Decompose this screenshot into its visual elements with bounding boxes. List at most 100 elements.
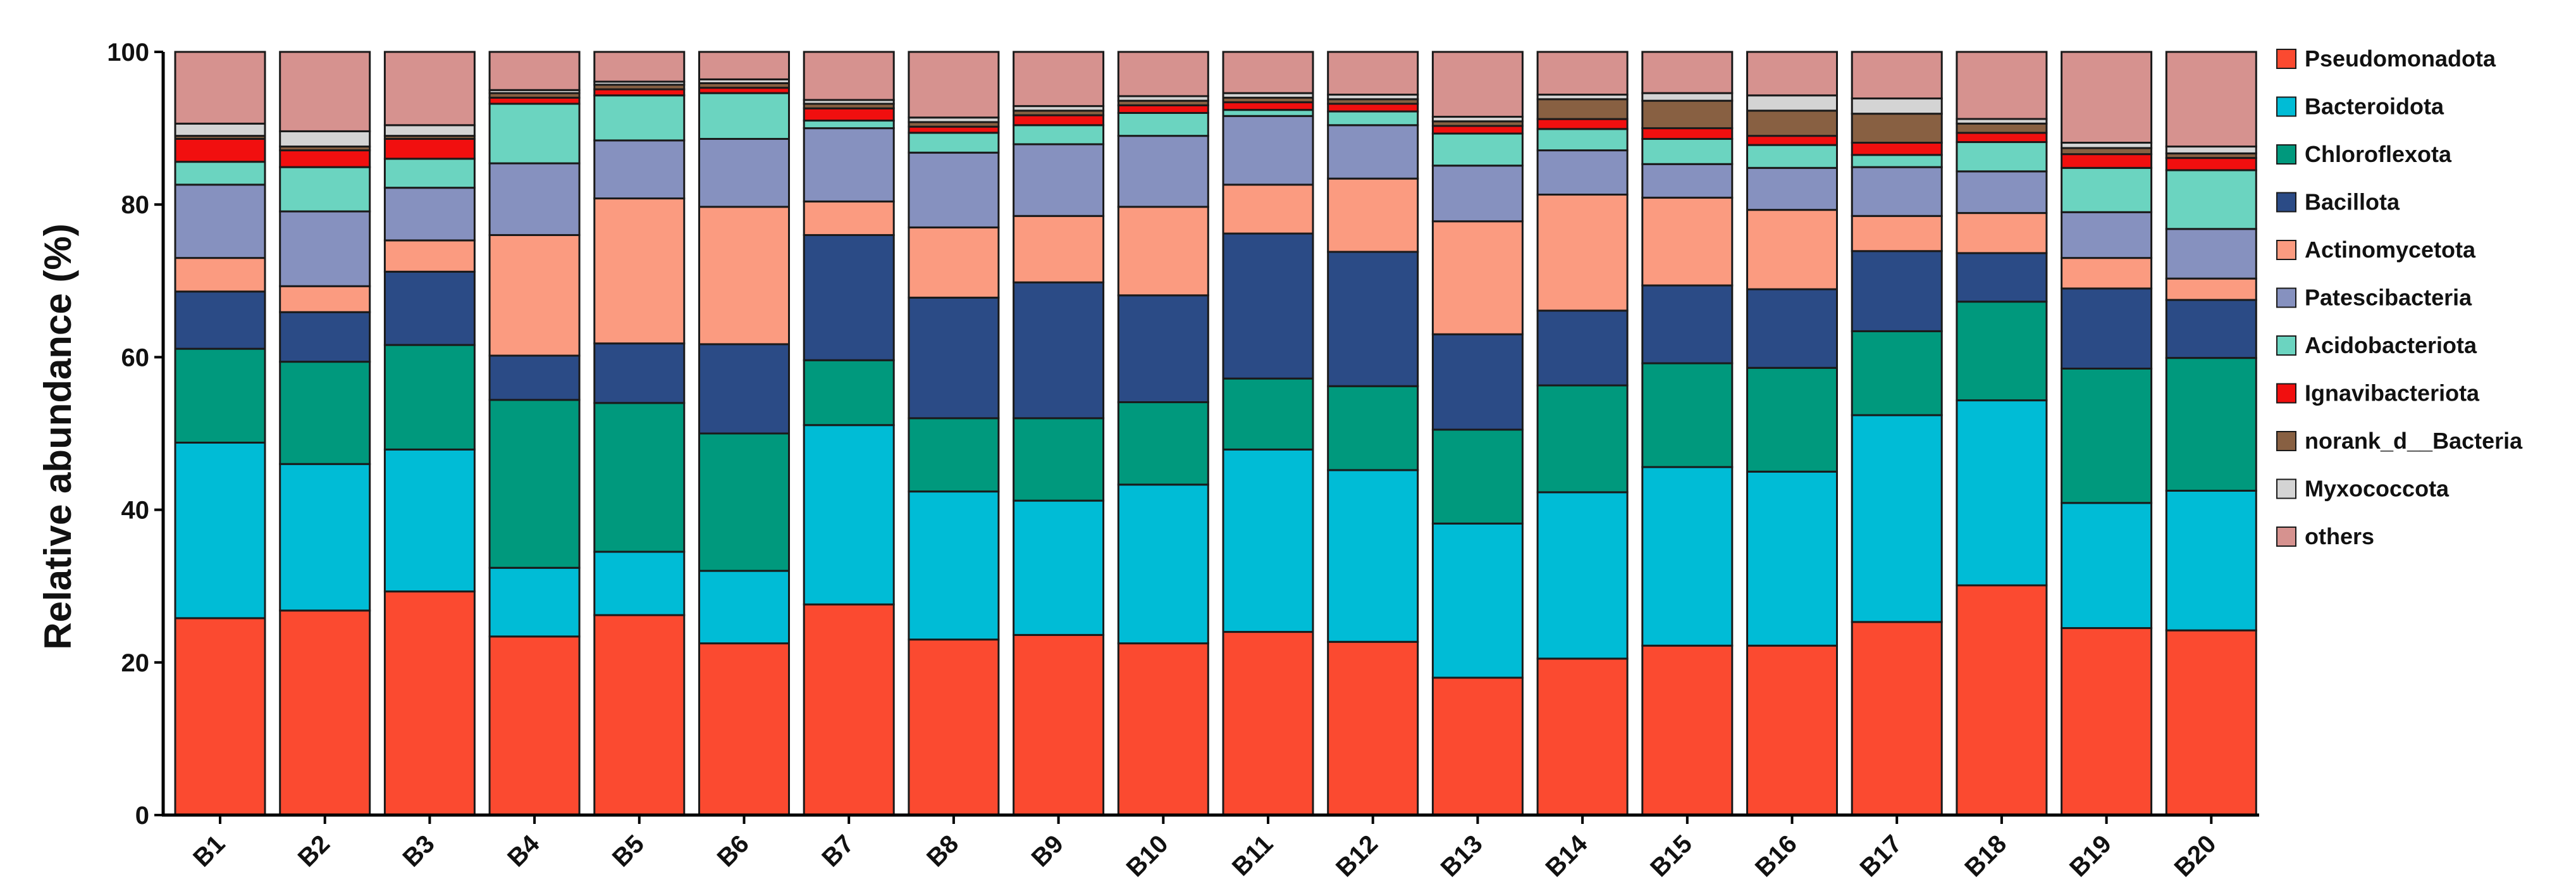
axes-group <box>161 52 2259 817</box>
bar-segment-b8-acidobacteriota <box>908 132 1000 154</box>
bar-segment-b11-patescibacteria <box>1222 115 1314 186</box>
y-tick-label: 80 <box>121 191 150 219</box>
bar-segment-b10-pseudomonadota <box>1117 642 1209 816</box>
legend-label: Chloroflexota <box>2305 141 2452 167</box>
bar-segment-b4-others <box>488 51 581 91</box>
bar-segment-b12-patescibacteria <box>1327 124 1419 180</box>
x-tick-label-b10: B10 <box>1121 830 1174 882</box>
bar-segment-b7-patescibacteria <box>803 127 895 202</box>
bar-segment-b2-bacillota <box>279 311 371 363</box>
legend-swatch-myxococcota <box>2276 478 2296 499</box>
bar-segment-b20-acidobacteriota <box>2165 169 2257 230</box>
bar-segment-b11-pseudomonadota <box>1222 631 1314 816</box>
bar-segment-b8-bacteroidota <box>908 490 1000 641</box>
bar-segment-b5-bacillota <box>593 342 686 404</box>
bar-segment-b2-bacteroidota <box>279 463 371 612</box>
bar-segment-b14-norank-d-bacteria <box>1536 98 1629 120</box>
x-tick-label-b5: B5 <box>607 830 650 872</box>
legend-swatch-norank-d-bacteria <box>2276 431 2296 451</box>
bar-segment-b18-others <box>1956 51 2048 120</box>
bar-segment-b19-acidobacteriota <box>2061 166 2153 213</box>
bar-segment-b11-ignavibacteriota <box>1222 101 1314 111</box>
bar-segment-b7-ignavibacteriota <box>803 107 895 122</box>
bar-segment-b9-pseudomonadota <box>1013 633 1105 816</box>
x-tick-label-b8: B8 <box>921 830 964 872</box>
bar-segment-b3-bacteroidota <box>383 448 476 593</box>
bar-segment-b10-bacillota <box>1117 294 1209 404</box>
legend-label: norank_d__Bacteria <box>2305 428 2523 454</box>
x-tick-label-b18: B18 <box>1959 830 2012 882</box>
bar-segment-b17-pseudomonadota <box>1851 621 1943 816</box>
bar-segment-b3-acidobacteriota <box>383 158 476 189</box>
bar-segment-b2-myxococcota <box>279 130 371 148</box>
bar-segment-b14-patescibacteria <box>1536 149 1629 196</box>
bar-segment-b13-ignavibacteriota <box>1431 125 1524 135</box>
bar-segment-b15-patescibacteria <box>1641 163 1734 199</box>
legend-label: Myxococcota <box>2305 476 2450 502</box>
bar-segment-b19-chloroflexota <box>2061 367 2153 504</box>
x-tick-label-b13: B13 <box>1436 830 1488 882</box>
bar-segment-b18-actinomycetota <box>1956 212 2048 254</box>
bar-segment-b19-actinomycetota <box>2061 257 2153 290</box>
bar-segment-b4-chloroflexota <box>488 399 581 569</box>
bar-segment-b6-patescibacteria <box>698 137 790 208</box>
bar-segment-b10-others <box>1117 51 1209 97</box>
bar-segment-b16-norank-d-bacteria <box>1746 109 1838 137</box>
bar-segment-b6-acidobacteriota <box>698 92 790 140</box>
x-tick-label-b19: B19 <box>2064 830 2117 882</box>
bar-segment-b11-others <box>1222 51 1314 94</box>
bar-segment-b10-acidobacteriota <box>1117 111 1209 137</box>
x-ticks-group: B1 B2 B3 B4 B5 B6 B7 B8 B9 B10 B11 B12 B13 B14 B15 B16 B… <box>188 815 2222 882</box>
x-tick-label-b12: B12 <box>1331 830 1383 882</box>
bar-segment-b19-patescibacteria <box>2061 211 2153 259</box>
bar-segment-b5-chloroflexota <box>593 402 686 553</box>
bar-segment-b17-myxococcota <box>1851 97 1943 115</box>
bar-segment-b2-actinomycetota <box>279 285 371 313</box>
bar-segment-b16-ignavibacteriota <box>1746 135 1838 146</box>
bar-segment-b18-chloroflexota <box>1956 301 2048 402</box>
bar-segment-b19-bacteroidota <box>2061 502 2153 630</box>
bar-segment-b2-ignavibacteriota <box>279 149 371 168</box>
legend-label: Acidobacteriota <box>2305 332 2477 358</box>
legend-label: Bacillota <box>2305 189 2400 215</box>
bar-segment-b1-patescibacteria <box>174 184 266 259</box>
bar-segment-b2-others <box>279 51 371 132</box>
bar-segment-b13-bacteroidota <box>1431 522 1524 679</box>
x-tick-label-b16: B16 <box>1750 830 1803 882</box>
bar-segment-b15-others <box>1641 51 1734 94</box>
bar-segment-b4-actinomycetota <box>488 234 581 357</box>
bar-segment-b1-actinomycetota <box>174 257 266 293</box>
legend-swatch-actinomycetota <box>2276 240 2296 260</box>
x-tick-label-b7: B7 <box>817 830 859 872</box>
bar-segment-b13-actinomycetota <box>1431 220 1524 335</box>
legend: Pseudomonadota Bacteroidota Chloroflexota B… <box>2276 46 2523 549</box>
bar-segment-b12-actinomycetota <box>1327 177 1419 253</box>
bar-segment-b4-bacteroidota <box>488 566 581 638</box>
bar-segment-b5-patescibacteria <box>593 139 686 200</box>
bar-segment-b14-ignavibacteriota <box>1536 118 1629 130</box>
bar-segment-b7-acidobacteriota <box>803 120 895 130</box>
bar-segment-b6-chloroflexota <box>698 432 790 572</box>
bar-segment-b3-pseudomonadota <box>383 590 476 816</box>
bar-segment-b2-pseudomonadota <box>279 609 371 816</box>
y-tick-label: 60 <box>121 344 150 371</box>
bar-segment-b12-others <box>1327 51 1419 96</box>
bar-segment-b5-pseudomonadota <box>593 614 686 816</box>
bar-segment-b6-bacteroidota <box>698 570 790 645</box>
bar-segment-b9-bacillota <box>1013 281 1105 420</box>
bar-segment-b4-pseudomonadota <box>488 635 581 816</box>
bar-segment-b10-bacteroidota <box>1117 483 1209 645</box>
legend-label: Patescibacteria <box>2305 285 2472 311</box>
legend-swatch-others <box>2276 526 2296 547</box>
bar-segment-b10-ignavibacteriota <box>1117 104 1209 114</box>
legend-label: Bacteroidota <box>2305 94 2444 120</box>
bar-segment-b2-acidobacteriota <box>279 166 371 213</box>
x-tick-label-b15: B15 <box>1645 830 1698 882</box>
bar-segment-b13-patescibacteria <box>1431 165 1524 223</box>
bar-segment-b14-others <box>1536 51 1629 96</box>
bar-segment-b15-myxococcota <box>1641 92 1734 102</box>
bar-segment-b1-others <box>174 51 266 125</box>
x-tick-label-b3: B3 <box>397 830 440 872</box>
bar-segment-b14-bacteroidota <box>1536 491 1629 660</box>
